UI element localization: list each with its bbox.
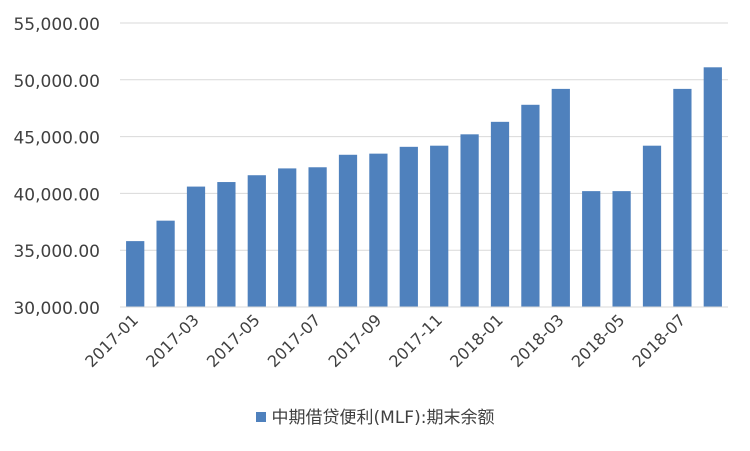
bar [217, 182, 236, 307]
bar [247, 175, 266, 307]
x-tick-label: 2017-05 [203, 310, 264, 371]
bar [673, 88, 692, 307]
bar [126, 241, 145, 307]
x-tick-label: 2017-01 [81, 310, 142, 371]
legend-swatch [255, 412, 266, 422]
x-tick-label: 2017-09 [325, 310, 386, 371]
bar [156, 220, 175, 307]
x-tick-label: 2017-07 [264, 310, 325, 371]
y-tick-label: 45,000.00 [13, 129, 100, 149]
bar [278, 168, 297, 307]
y-tick-label: 55,000.00 [13, 15, 100, 35]
x-tick-label: 2017-11 [385, 310, 446, 371]
bar [460, 134, 479, 307]
y-tick-label: 50,000.00 [13, 72, 100, 92]
bar [521, 104, 540, 308]
y-tick-label: 30,000.00 [13, 299, 100, 319]
bar [703, 67, 722, 307]
bar [430, 145, 449, 307]
bar [186, 186, 206, 307]
bar [308, 167, 327, 307]
bar [642, 145, 662, 307]
x-tick-label: 2018-05 [568, 310, 629, 371]
legend: 中期借贷便利(MLF):期末余额 [0, 403, 750, 428]
x-tick-label: 2018-03 [507, 310, 568, 371]
gridlines [120, 22, 728, 251]
x-tick-label: 2018-01 [446, 310, 507, 371]
x-tick-label: 2018-07 [629, 310, 690, 371]
y-tick-label: 40,000.00 [13, 185, 100, 205]
bars [126, 67, 722, 308]
y-tick-label: 35,000.00 [13, 242, 100, 262]
bar [399, 146, 418, 307]
y-axis-tick-labels: 30,000.00 35,000.00 40,000.00 45,000.00 50,0… [13, 15, 100, 319]
bar [582, 191, 601, 307]
bar [338, 154, 358, 307]
bar [369, 153, 388, 307]
bar [490, 121, 510, 307]
x-axis-tick-labels: 2017-01 2017-03 2017-05 2017-07 2017-09 2017-… [81, 310, 689, 371]
bar [612, 191, 631, 307]
x-tick-label: 2017-03 [142, 310, 203, 371]
bar [551, 88, 570, 307]
legend-label: 中期借贷便利(MLF):期末余额 [271, 408, 495, 428]
